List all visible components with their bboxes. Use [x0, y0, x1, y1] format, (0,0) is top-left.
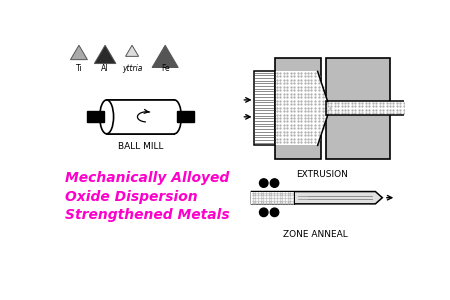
Bar [326, 58, 390, 159]
Circle shape [270, 208, 279, 217]
Text: Oxide Dispersion: Oxide Dispersion [65, 190, 198, 204]
Polygon shape [126, 45, 139, 56]
Bar [87, 112, 104, 122]
Ellipse shape [100, 100, 113, 134]
Polygon shape [71, 45, 87, 60]
Ellipse shape [167, 100, 181, 134]
Bar [275, 58, 321, 159]
Text: yttria: yttria [122, 64, 142, 73]
Text: ZONE ANNEAL: ZONE ANNEAL [283, 230, 348, 239]
Text: Ti: Ti [76, 64, 82, 73]
Text: EXTRUSION: EXTRUSION [296, 170, 348, 179]
Bar [252, 191, 294, 204]
Bar [107, 100, 175, 134]
Polygon shape [94, 45, 116, 64]
Circle shape [270, 179, 279, 187]
Text: Fe: Fe [161, 64, 170, 73]
Text: Strengthened Metals: Strengthened Metals [65, 208, 230, 222]
Bar [254, 71, 275, 145]
Polygon shape [252, 191, 382, 204]
Bar [275, 71, 318, 145]
Text: Al: Al [101, 64, 109, 73]
Bar [326, 101, 405, 115]
Circle shape [260, 208, 268, 217]
Bar [326, 101, 405, 115]
Bar [107, 100, 175, 134]
Polygon shape [152, 45, 178, 68]
Text: Mechanically Alloyed: Mechanically Alloyed [65, 171, 230, 185]
Polygon shape [318, 71, 328, 145]
Bar [177, 112, 194, 122]
Text: BALL MILL: BALL MILL [118, 142, 163, 151]
Circle shape [260, 179, 268, 187]
